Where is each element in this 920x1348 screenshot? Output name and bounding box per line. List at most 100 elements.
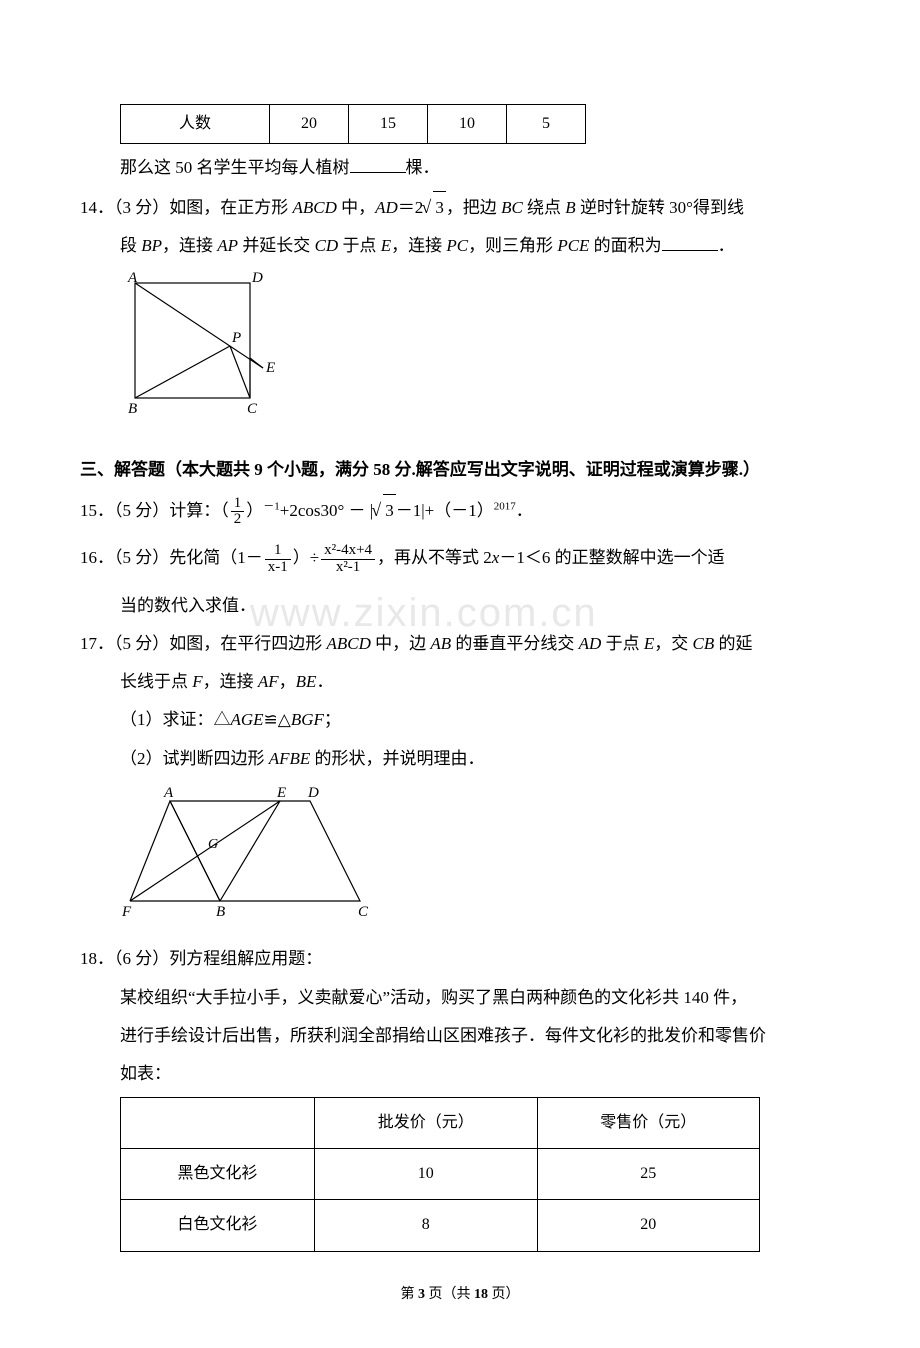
svg-text:C: C [247, 401, 258, 417]
svg-text:C: C [358, 904, 369, 920]
question-18-p1: 某校组织“大手拉小手，义卖献爱心”活动，购买了黑白两种颜色的文化衫共 140 件… [120, 982, 840, 1014]
var: ABCD [327, 634, 371, 653]
svg-text:G: G [208, 837, 218, 852]
table-row: 批发价（元） 零售价（元） [121, 1097, 760, 1148]
var: BP [141, 236, 162, 255]
page-footer: 第 3 页（共 18 页） [80, 1282, 840, 1309]
text: ， [279, 672, 296, 691]
cell: 黑色文化衫 [121, 1148, 315, 1199]
cell-header: 人数 [121, 105, 270, 144]
table-row: 白色文化衫 8 20 [121, 1200, 760, 1251]
var: AGE [231, 710, 264, 729]
cell: 25 [537, 1148, 760, 1199]
text: 并延长交 [238, 236, 315, 255]
cell: 10 [428, 105, 507, 144]
var: CD [315, 236, 339, 255]
var: E [381, 236, 391, 255]
var: F [192, 672, 202, 691]
sqrt: 3 [423, 191, 446, 224]
svg-text:P: P [231, 330, 241, 346]
cell: 白色文化衫 [121, 1200, 315, 1251]
text: ． [516, 501, 533, 520]
cell: 批发价（元） [315, 1097, 537, 1148]
var: E [644, 634, 654, 653]
text: ，再从不等式 2 [377, 548, 492, 567]
text: －1＜6 的正整数解中选一个适 [499, 548, 724, 567]
question-16: 16．（5 分）先化简（1－1x-1）÷x²-4x+4x²-1，再从不等式 2x… [80, 542, 840, 575]
var: BE [296, 672, 317, 691]
question-18: 18．（6 分）列方程组解应用题： [80, 943, 840, 975]
svg-text:B: B [216, 904, 225, 920]
text: （1）求证：△ [120, 710, 231, 729]
question-17-sub1: （1）求证：△AGE≌△BGF； [120, 704, 840, 736]
text: ，把边 [446, 198, 501, 217]
text: 于点 [338, 236, 381, 255]
svg-text:D: D [307, 785, 319, 801]
text: 于点 [601, 634, 644, 653]
var: AP [217, 236, 238, 255]
question-17-line2: 长线于点 F，连接 AF，BE． [120, 666, 840, 698]
question-16-line2: 当的数代入求值． [120, 590, 840, 622]
text: 17．（5 分）如图，在平行四边形 [80, 634, 327, 653]
text: ，交 [654, 634, 692, 653]
svg-text:E: E [265, 360, 275, 376]
text: －1|+（－1） [396, 501, 494, 520]
question-17-sub2: （2）试判断四边形 AFBE 的形状，并说明理由． [120, 743, 840, 775]
blank-fill [662, 233, 718, 251]
fraction: 1x-1 [263, 543, 293, 576]
cell [121, 1097, 315, 1148]
text: ，连接 [203, 672, 258, 691]
var: AFBE [269, 749, 311, 768]
denominator: 2 [231, 512, 245, 528]
cell: 20 [537, 1200, 760, 1251]
section-heading-3: 三、解答题（本大题共 9 个小题，满分 58 分.解答应写出文字说明、证明过程或… [80, 454, 840, 486]
total-pages: 18 [474, 1287, 488, 1302]
var: CB [692, 634, 714, 653]
page-number: 3 [418, 1287, 425, 1302]
table-row: 黑色文化衫 10 25 [121, 1148, 760, 1199]
svg-text:E: E [276, 785, 286, 801]
text: 逆时针旋转 30°得到线 [576, 198, 744, 217]
svg-text:A: A [163, 785, 174, 801]
question-17: 17．（5 分）如图，在平行四边形 ABCD 中，边 AB 的垂直平分线交 AD… [80, 628, 840, 660]
question-14-line2: 段 BP，连接 AP 并延长交 CD 于点 E，连接 PC，则三角形 PCE 的… [120, 230, 840, 262]
var: PCE [557, 236, 589, 255]
table-students: 人数 20 15 10 5 [120, 104, 586, 144]
var: B [565, 198, 575, 217]
numerator: 1 [231, 496, 245, 513]
question-15: 15．（5 分）计算：（12）－1+2cos30° － |3－1|+（－1）20… [80, 494, 840, 528]
cell: 15 [349, 105, 428, 144]
cell: 零售价（元） [537, 1097, 760, 1148]
text: ） [246, 501, 263, 520]
cell: 10 [315, 1148, 537, 1199]
denominator: x-1 [265, 560, 291, 576]
text: 中， [337, 198, 375, 217]
text: ； [324, 710, 341, 729]
exponent: －1 [263, 500, 280, 512]
denominator: x²-1 [321, 560, 375, 576]
figure-17: A E D F B C G [120, 781, 840, 937]
var: AF [258, 672, 279, 691]
text: 的垂直平分线交 [451, 634, 579, 653]
text: 段 [120, 236, 141, 255]
text: ． [718, 236, 735, 255]
radicand: 3 [383, 494, 396, 527]
numerator: 1 [265, 543, 291, 560]
text: 的形状，并说明理由． [310, 749, 484, 768]
text: ）÷ [293, 548, 319, 567]
text: 15．（5 分）计算：（ [80, 501, 229, 520]
numerator: x²-4x+4 [321, 543, 375, 560]
figure-14: A D B C P E [120, 268, 840, 439]
text: 页（共 [425, 1287, 474, 1302]
table-prices: 批发价（元） 零售价（元） 黑色文化衫 10 25 白色文化衫 8 20 [120, 1097, 760, 1252]
fraction: 12 [229, 496, 247, 529]
text: ，则三角形 [468, 236, 557, 255]
question-14: 14．（3 分）如图，在正方形 ABCD 中，AD＝23，把边 BC 绕点 B … [80, 191, 840, 224]
cell: 5 [507, 105, 586, 144]
svg-text:D: D [251, 270, 263, 286]
blank-fill [350, 155, 406, 173]
text: ≌△ [264, 710, 291, 729]
var: BC [501, 198, 523, 217]
question-18-p3: 如表： [120, 1058, 840, 1090]
text: 绕点 [523, 198, 566, 217]
